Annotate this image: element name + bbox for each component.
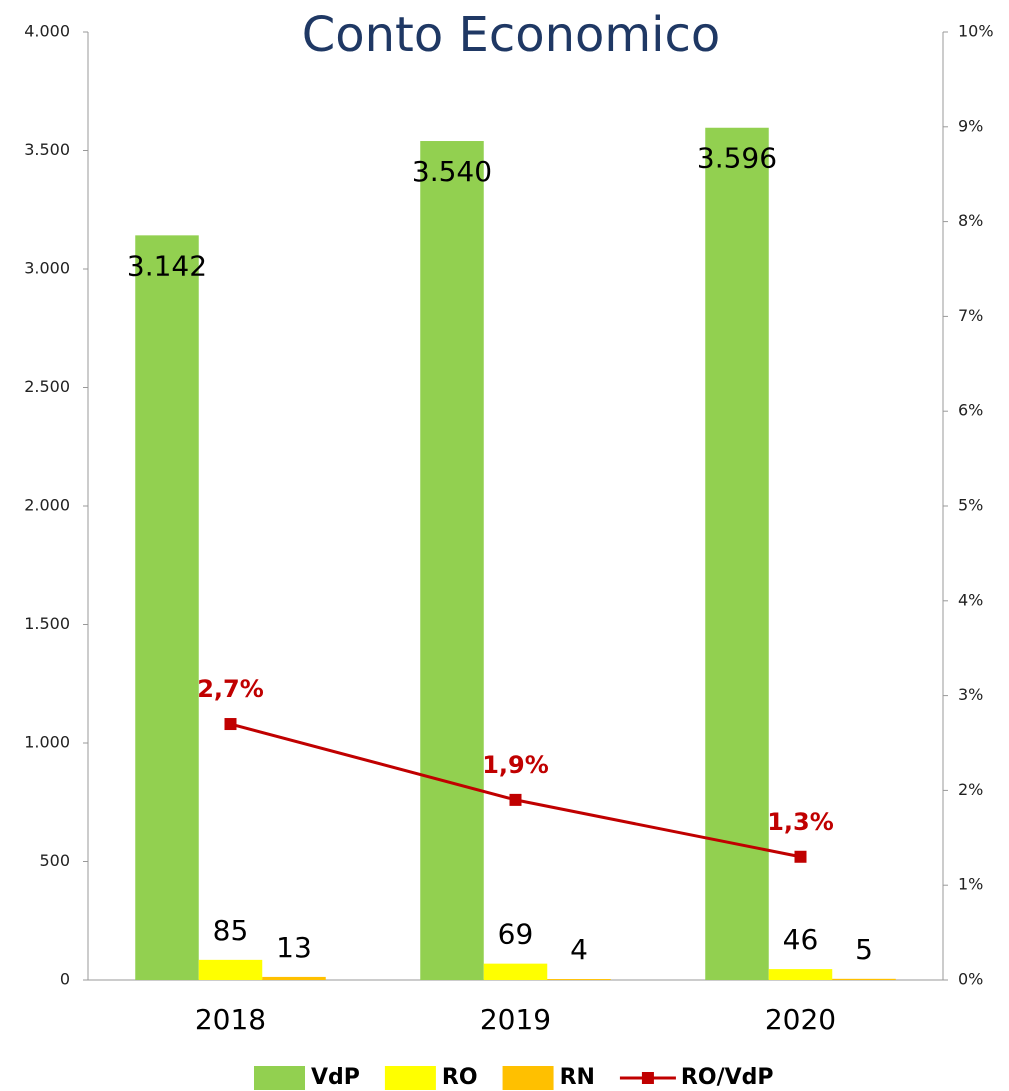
data-label: 85 bbox=[213, 914, 249, 947]
data-label: 3.596 bbox=[697, 142, 777, 175]
x-tick-label: 2020 bbox=[765, 1003, 836, 1036]
y2-tick-label: 5% bbox=[958, 496, 983, 515]
legend-swatch bbox=[502, 1066, 554, 1090]
legend-label: VdP bbox=[311, 1065, 360, 1090]
legend-swatch bbox=[384, 1066, 436, 1090]
legend-marker bbox=[641, 1072, 654, 1084]
y2-tick-label: 7% bbox=[958, 306, 983, 325]
y2-tick-label: 3% bbox=[958, 685, 983, 704]
line-marker bbox=[224, 718, 237, 731]
data-label: 4 bbox=[570, 933, 588, 966]
data-label: 1,3% bbox=[767, 808, 834, 836]
line-marker bbox=[794, 850, 807, 863]
y-tick-label: 1.000 bbox=[24, 733, 70, 752]
data-label: 1,9% bbox=[482, 751, 549, 779]
y2-tick-label: 10% bbox=[958, 22, 994, 41]
y2-tick-label: 9% bbox=[958, 116, 983, 135]
y-tick-label: 1.500 bbox=[24, 614, 70, 633]
x-tick-label: 2019 bbox=[480, 1003, 551, 1036]
bar bbox=[705, 127, 769, 981]
bar bbox=[135, 235, 199, 980]
data-label: 2,7% bbox=[197, 675, 264, 703]
data-label: 3.540 bbox=[412, 155, 492, 188]
y2-tick-label: 1% bbox=[958, 875, 983, 894]
line-marker bbox=[509, 793, 522, 806]
y2-tick-label: 4% bbox=[958, 590, 983, 609]
y-tick-label: 2.000 bbox=[24, 496, 70, 515]
data-label: 69 bbox=[498, 918, 534, 951]
bar bbox=[420, 141, 484, 980]
y2-tick-label: 2% bbox=[958, 780, 983, 799]
y-tick-label: 500 bbox=[39, 851, 70, 870]
x-tick-label: 2018 bbox=[195, 1003, 266, 1036]
y-tick-label: 3.000 bbox=[24, 259, 70, 278]
chart-title: Conto Economico bbox=[302, 7, 720, 63]
y-tick-label: 0 bbox=[60, 970, 70, 989]
data-label: 5 bbox=[855, 933, 873, 966]
bar bbox=[483, 963, 548, 980]
y2-tick-label: 0% bbox=[958, 970, 983, 989]
y-tick-label: 2.500 bbox=[24, 377, 70, 396]
data-label: 46 bbox=[783, 923, 819, 956]
bar bbox=[198, 959, 263, 980]
legend-label: RN bbox=[560, 1065, 595, 1090]
y-tick-label: 4.000 bbox=[24, 22, 70, 41]
bar bbox=[832, 978, 896, 980]
bar bbox=[547, 979, 611, 980]
bar bbox=[768, 969, 833, 980]
legend-swatch bbox=[254, 1066, 305, 1090]
bar bbox=[262, 976, 326, 980]
data-label: 13 bbox=[276, 931, 312, 964]
legend-label: RO/VdP bbox=[681, 1065, 774, 1090]
y-tick-label: 3.500 bbox=[24, 140, 70, 159]
y2-tick-label: 6% bbox=[958, 401, 983, 420]
data-label: 3.142 bbox=[127, 249, 207, 282]
y2-tick-label: 8% bbox=[958, 211, 983, 230]
legend-label: RO bbox=[442, 1065, 478, 1090]
